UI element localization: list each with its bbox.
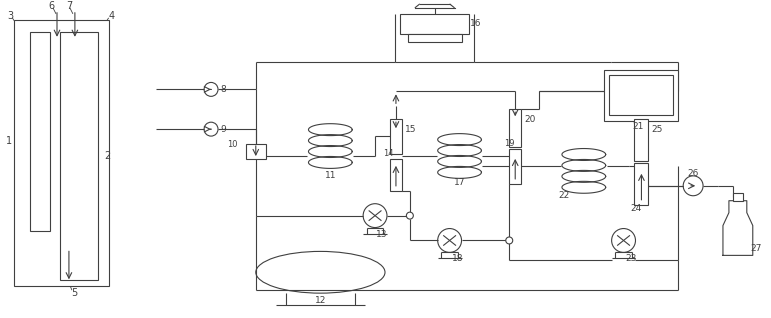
Text: 18: 18 [452, 254, 463, 263]
Text: 27: 27 [750, 244, 762, 253]
Text: 3: 3 [7, 11, 13, 21]
Text: 22: 22 [558, 191, 570, 200]
Text: 25: 25 [651, 125, 663, 134]
Bar [14, 20, 109, 286]
Bar [604, 70, 678, 121]
Text: 17: 17 [454, 178, 466, 187]
Text: 19: 19 [504, 139, 514, 148]
Text: 13: 13 [376, 230, 388, 239]
Bar [635, 163, 648, 205]
Text: 1: 1 [6, 136, 12, 146]
Text: 5: 5 [71, 288, 77, 298]
Text: 2: 2 [105, 151, 111, 161]
Bar [400, 14, 470, 34]
Text: 11: 11 [325, 171, 336, 180]
Text: 20: 20 [524, 115, 536, 124]
Text: 26: 26 [688, 169, 699, 178]
Bar [246, 144, 266, 159]
Bar [608, 75, 673, 115]
Circle shape [506, 237, 513, 244]
Bar [408, 34, 462, 42]
Text: 21: 21 [633, 122, 644, 131]
Bar [510, 149, 521, 184]
Bar [30, 32, 50, 231]
Circle shape [406, 212, 413, 219]
Text: 14: 14 [382, 149, 393, 158]
Text: 12: 12 [315, 296, 326, 305]
Bar [390, 159, 402, 191]
Bar [510, 109, 521, 147]
Text: 8: 8 [220, 85, 226, 94]
Bar [60, 32, 98, 280]
Text: 10: 10 [227, 140, 238, 149]
Text: 15: 15 [405, 125, 416, 134]
Bar [390, 119, 402, 154]
Bar [733, 193, 742, 201]
Text: 24: 24 [631, 204, 642, 213]
Text: 23: 23 [626, 254, 637, 263]
Text: 4: 4 [109, 11, 115, 21]
Text: 9: 9 [220, 125, 226, 134]
Text: 16: 16 [470, 19, 481, 28]
Text: 6: 6 [48, 1, 54, 11]
Bar [635, 119, 648, 161]
Text: 7: 7 [66, 1, 72, 11]
